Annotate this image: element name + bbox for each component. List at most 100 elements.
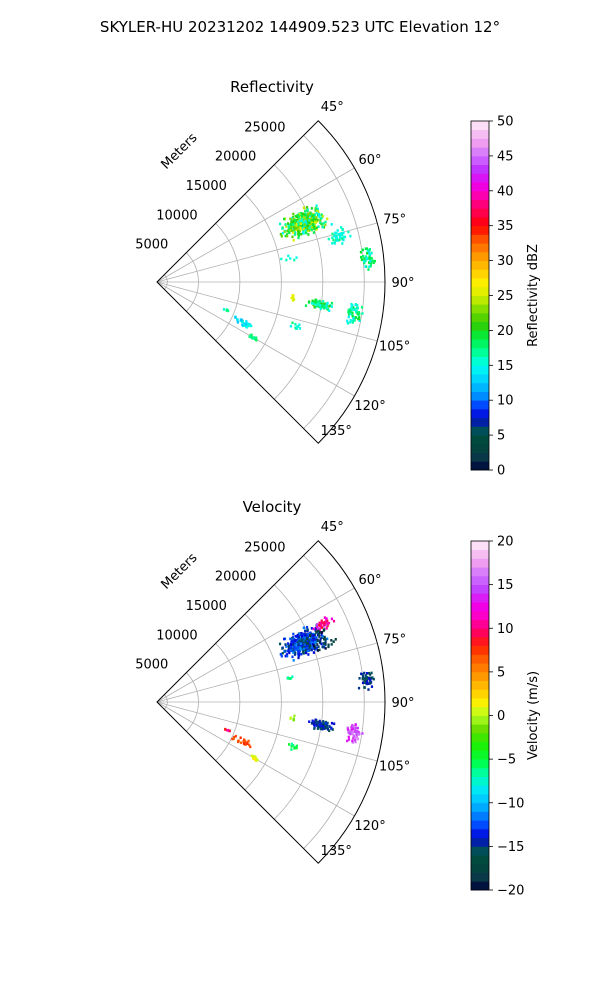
echo-gate [295, 644, 298, 648]
echo-gate [242, 740, 245, 743]
echo-gate [315, 207, 318, 210]
colorbar-segment [471, 330, 489, 340]
echo-gate [289, 217, 292, 221]
echo-gate [292, 298, 296, 301]
range-axis-label: Meters [159, 550, 201, 592]
echo-gate [318, 640, 322, 643]
echo-gate [371, 676, 374, 679]
echo-gate [351, 314, 354, 318]
colorbar-segment [471, 278, 489, 288]
echo-gate [298, 652, 301, 655]
echo-gate [356, 737, 360, 741]
echo-gate [297, 223, 300, 226]
echo-gate [338, 238, 341, 242]
echo-gate [326, 721, 329, 725]
echo-gate [364, 259, 367, 263]
echo-gate [295, 215, 299, 219]
echo-gate [244, 741, 247, 744]
echo-gate [302, 222, 305, 225]
echo-gate [328, 729, 331, 733]
echo-gate [304, 210, 307, 213]
echo-gate [321, 215, 324, 218]
echo-gate [304, 222, 308, 225]
colorbar-segment [471, 208, 489, 218]
azimuth-tick-label: 45° [321, 100, 344, 115]
echo-gate [369, 259, 372, 263]
echo-gate [294, 214, 297, 218]
echo-gate [312, 644, 316, 648]
echo-gate [307, 653, 310, 656]
echo-gate [360, 258, 363, 261]
echo-gate [326, 619, 329, 623]
echo-gate [288, 651, 291, 655]
echo-gate [302, 642, 305, 645]
echo-gate [309, 645, 312, 649]
colorbar-segment [471, 785, 489, 795]
echo-gate [324, 723, 327, 727]
echo-gate [313, 227, 316, 230]
colorbar-segment [471, 558, 489, 568]
echo-gate [294, 646, 298, 650]
echo-gate [330, 305, 334, 308]
echo-gate [292, 744, 295, 747]
echo-gate [240, 318, 243, 322]
echo-gate [341, 242, 344, 245]
echo-gate [366, 249, 369, 252]
echo-gate [321, 225, 324, 229]
echo-gate [330, 721, 334, 725]
range-tick-label: 25000 [244, 540, 285, 555]
echo-gate [289, 324, 292, 328]
echo-gate [368, 265, 371, 269]
echo-gate [315, 218, 318, 221]
echo-gate [292, 651, 295, 654]
echo-gate [313, 305, 316, 309]
echo-gate [293, 639, 296, 642]
echo-gate [326, 726, 329, 730]
echo-gate [305, 205, 309, 209]
echo-gate [331, 232, 334, 236]
echo-gate [295, 218, 298, 222]
echo-gate [310, 228, 313, 232]
azimuth-tick-label: 60° [359, 573, 382, 588]
echo-gate [292, 296, 295, 300]
colorbar-segment [471, 408, 489, 419]
colorbar-tick-label: 25 [497, 289, 514, 304]
echo-gate [308, 641, 311, 645]
echo-gate [342, 235, 345, 239]
echo-gate [283, 650, 286, 654]
echo-gate [239, 736, 242, 740]
echo-gate [289, 225, 292, 229]
echo-gate [293, 225, 296, 229]
echo-gate [298, 632, 301, 636]
echo-gate [305, 637, 309, 640]
echo-gate [298, 327, 302, 330]
colorbar-tick-label: −15 [497, 840, 524, 855]
echo-gate [287, 677, 291, 680]
echo-gate [362, 254, 365, 258]
echo-gate [300, 215, 304, 218]
echo-gate [322, 722, 325, 725]
echo-gate [303, 646, 307, 650]
echo-gate [308, 632, 311, 635]
sector-outline [156, 540, 386, 864]
colorbar-segment [471, 593, 489, 603]
echo-gate [353, 308, 356, 312]
colorbar-segment [471, 286, 489, 296]
echo-gate [325, 623, 328, 627]
echo-gate [298, 229, 302, 233]
echo-gate [350, 725, 353, 729]
echo-gate [293, 746, 297, 750]
echo-gate [321, 645, 324, 649]
colorbar-segment [471, 820, 489, 830]
echo-gate [335, 231, 338, 235]
echo-gate [315, 216, 318, 219]
colorbar-segment [471, 628, 489, 638]
echo-gate [320, 624, 323, 628]
echo-gate [349, 234, 352, 238]
echo-gate [295, 635, 299, 639]
echo-gate [351, 739, 354, 743]
echo-gate [354, 316, 358, 319]
echo-gate [301, 639, 304, 643]
colorbar-segment [471, 173, 489, 183]
echo-gate [303, 643, 306, 646]
